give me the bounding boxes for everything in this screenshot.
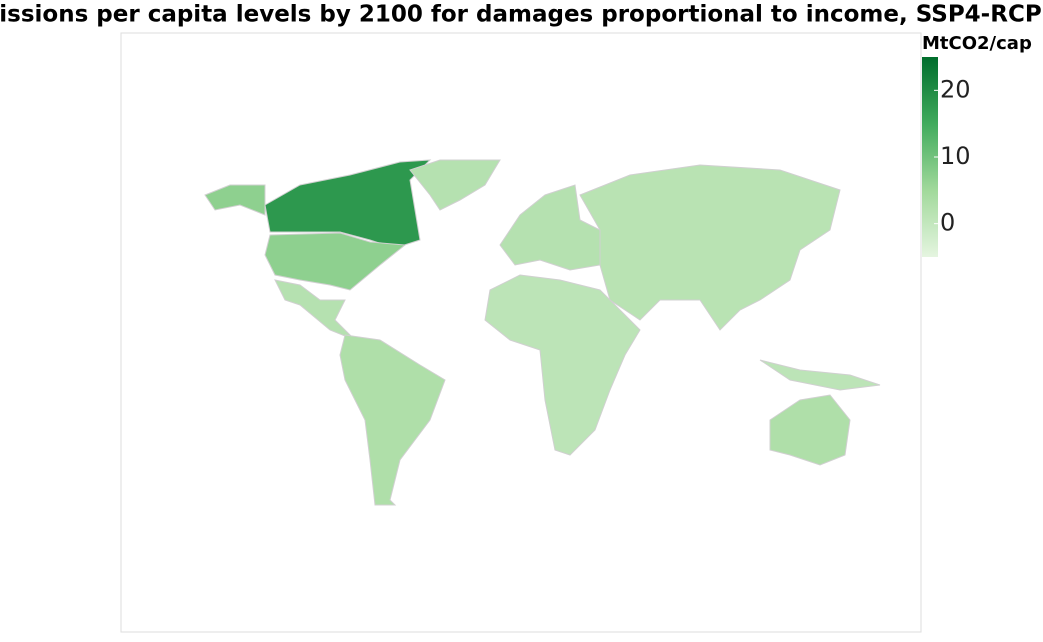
colorbar [922, 57, 938, 257]
chart-title: Emissions per capita levels by 2100 for … [0, 2, 1043, 28]
colorbar-ticks: 0 10 20 [934, 75, 971, 237]
region [759, 359, 881, 391]
region [204, 184, 266, 216]
region [409, 159, 501, 211]
region [339, 334, 446, 506]
region [264, 232, 407, 291]
region [769, 394, 851, 466]
region [274, 279, 356, 341]
colorbar-tick-label: 20 [940, 75, 971, 103]
colorbar-tick-label: 0 [940, 209, 955, 237]
colorbar-tick-label: 10 [940, 142, 971, 170]
map-regions [204, 159, 881, 506]
colorbar-title: MtCO2/cap [922, 33, 1032, 54]
region [264, 159, 432, 249]
region [484, 274, 641, 456]
region [579, 164, 841, 331]
